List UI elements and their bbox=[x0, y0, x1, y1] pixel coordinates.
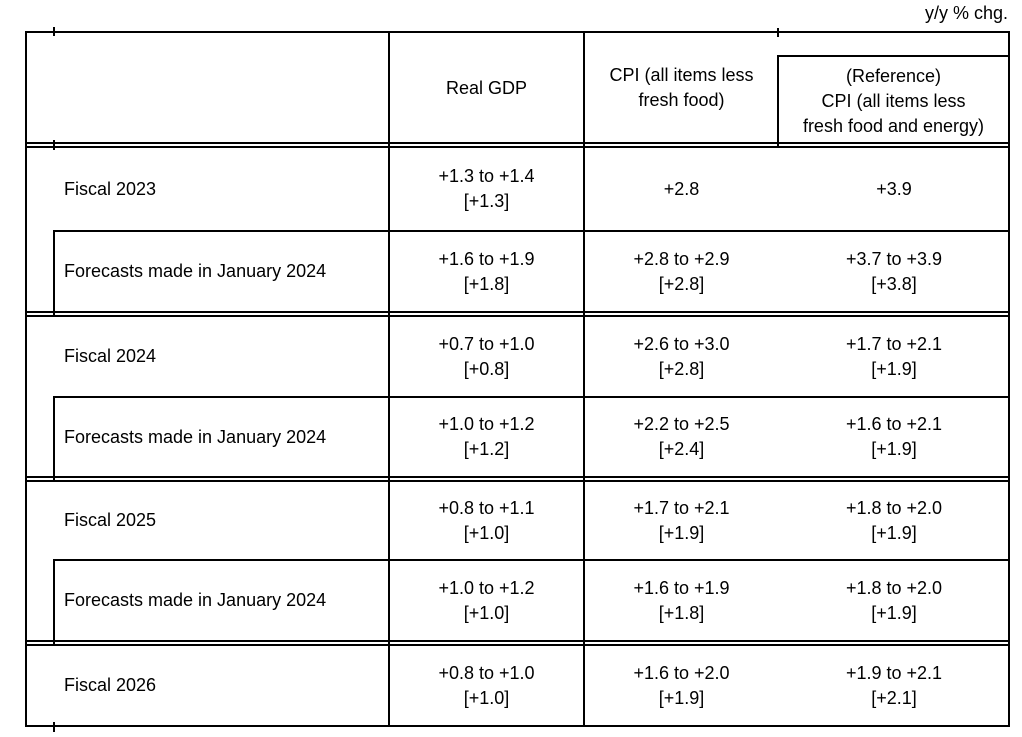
cell-value: +1.7 to +2.1 [+1.9] bbox=[845, 333, 943, 379]
cell-value: +0.8 to +1.0 [+1.0] bbox=[438, 662, 535, 708]
header-cpi: CPI (all items less fresh food) bbox=[609, 65, 754, 110]
row-label: Fiscal 2025 bbox=[64, 510, 157, 530]
cell-value: +2.8 bbox=[663, 178, 700, 199]
cell-value: +1.7 to +2.1 [+1.9] bbox=[633, 497, 730, 543]
row-divider bbox=[53, 559, 1010, 561]
header-real-gdp: Real GDP bbox=[445, 77, 528, 98]
cell-value: +1.6 to +1.9 [+1.8] bbox=[438, 248, 535, 294]
cell-value: +3.9 bbox=[876, 178, 912, 199]
cell-value: +1.8 to +2.0 [+1.9] bbox=[845, 577, 943, 623]
row-label: Forecasts made in January 2024 bbox=[64, 590, 327, 610]
column-divider bbox=[583, 31, 585, 727]
block-separator bbox=[25, 311, 1010, 317]
row-label: Fiscal 2026 bbox=[64, 675, 157, 695]
block-separator bbox=[25, 476, 1010, 482]
cell-value: +0.8 to +1.1 [+1.0] bbox=[438, 497, 535, 543]
indent-marker bbox=[53, 559, 55, 646]
cell-value: +2.2 to +2.5 [+2.4] bbox=[633, 414, 730, 459]
row-label: Forecasts made in January 2024 bbox=[64, 261, 327, 281]
row-label: Forecasts made in January 2024 bbox=[64, 426, 327, 447]
indent-stub bbox=[53, 27, 55, 36]
cell-value: +1.9 to +2.1 [+2.1] bbox=[845, 662, 943, 708]
cell-value: +1.0 to +1.2 [+1.0] bbox=[438, 577, 535, 623]
cell-value: +1.3 to +1.4 [+1.3] bbox=[438, 166, 535, 211]
block-separator bbox=[25, 640, 1010, 646]
indent-stub bbox=[53, 140, 55, 150]
cell-value: +1.6 to +1.9 [+1.8] bbox=[633, 577, 730, 623]
row-label: Fiscal 2024 bbox=[64, 346, 157, 366]
cell-value: +2.6 to +3.0 [+2.8] bbox=[633, 333, 730, 379]
row-divider bbox=[53, 230, 1010, 232]
table-frame bbox=[25, 31, 1010, 727]
header-cpi-reference: (Reference) CPI (all items less fresh fo… bbox=[802, 66, 985, 136]
indent-marker bbox=[53, 230, 55, 317]
cell-value: +1.6 to +2.0 [+1.9] bbox=[633, 662, 730, 708]
header-separator bbox=[25, 142, 1010, 148]
indent-stub bbox=[53, 722, 55, 732]
cell-value: +2.8 to +2.9 [+2.8] bbox=[633, 248, 730, 294]
unit-note: y/y % chg. bbox=[924, 3, 1008, 23]
cell-value: +3.7 to +3.9 [+3.8] bbox=[845, 248, 943, 294]
column-divider-stub bbox=[777, 28, 779, 37]
indent-marker bbox=[53, 396, 55, 482]
cell-value: +1.6 to +2.1 [+1.9] bbox=[845, 414, 943, 459]
row-divider bbox=[53, 396, 1010, 398]
cell-value: +0.7 to +1.0 [+0.8] bbox=[438, 333, 535, 379]
column-divider bbox=[388, 31, 390, 727]
cell-value: +1.0 to +1.2 [+1.2] bbox=[438, 414, 535, 459]
row-label: Fiscal 2023 bbox=[64, 178, 157, 199]
cell-value: +1.8 to +2.0 [+1.9] bbox=[845, 497, 943, 543]
